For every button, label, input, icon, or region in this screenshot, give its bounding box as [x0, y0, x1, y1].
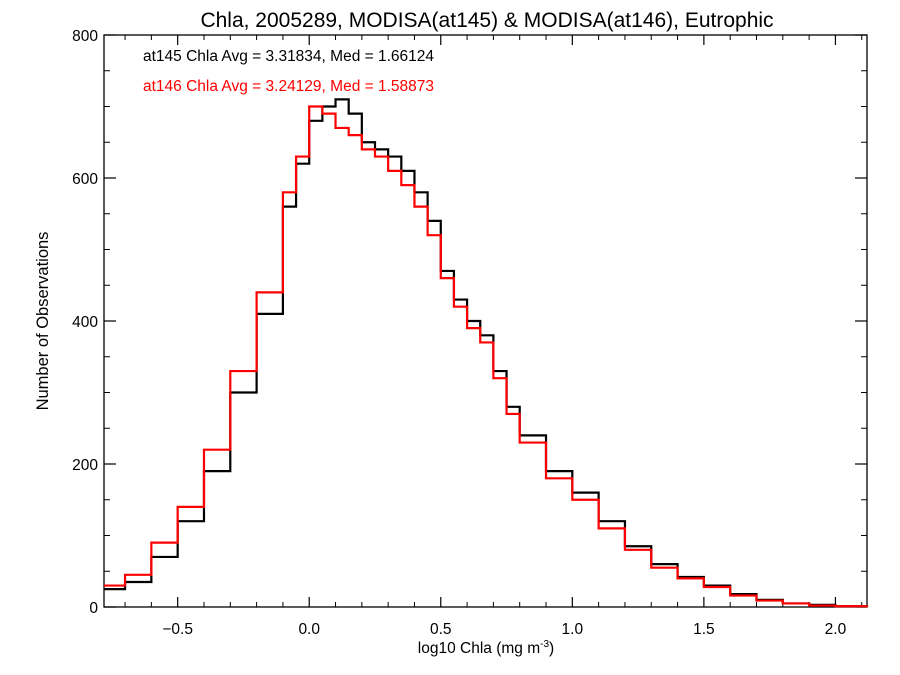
stats-annotation-at145: at145 Chla Avg = 3.31834, Med = 1.66124 — [143, 48, 434, 65]
y-tick-label: 800 — [72, 28, 98, 45]
y-axis: 0 200 400 600 800 — [72, 28, 867, 617]
x-axis-label-main: log10 Chla (mg m — [418, 640, 540, 657]
series-0-line — [104, 98, 869, 608]
stats-annotation-at146: at146 Chla Avg = 3.24129, Med = 1.58873 — [143, 78, 434, 95]
x-tick-label: 1.0 — [562, 621, 584, 638]
x-tick-label: 0.0 — [298, 621, 320, 638]
y-tick-label: 0 — [89, 600, 98, 617]
x-tick-label: 1.5 — [693, 621, 715, 638]
x-axis-label: log10 Chla (mg m-3) — [418, 639, 554, 657]
x-axis: −0.5 0.0 0.5 1.0 1.5 2.0 — [124, 35, 863, 638]
x-axis-label-suffix: ) — [549, 640, 554, 657]
y-tick-label: 600 — [72, 171, 98, 188]
series-1-line — [104, 105, 869, 608]
series-layer — [104, 98, 869, 608]
x-tick-label: −0.5 — [162, 621, 193, 638]
x-axis-label-superscript: -3 — [540, 639, 549, 650]
chart-title: Chla, 2005289, MODISA(at145) & MODISA(at… — [200, 9, 773, 32]
plot-frame — [103, 34, 868, 608]
x-tick-label: 2.0 — [825, 621, 847, 638]
y-axis-label: Number of Observations — [34, 232, 52, 411]
y-tick-label: 400 — [72, 314, 98, 331]
y-tick-label: 200 — [72, 457, 98, 474]
x-tick-label: 0.5 — [430, 621, 452, 638]
